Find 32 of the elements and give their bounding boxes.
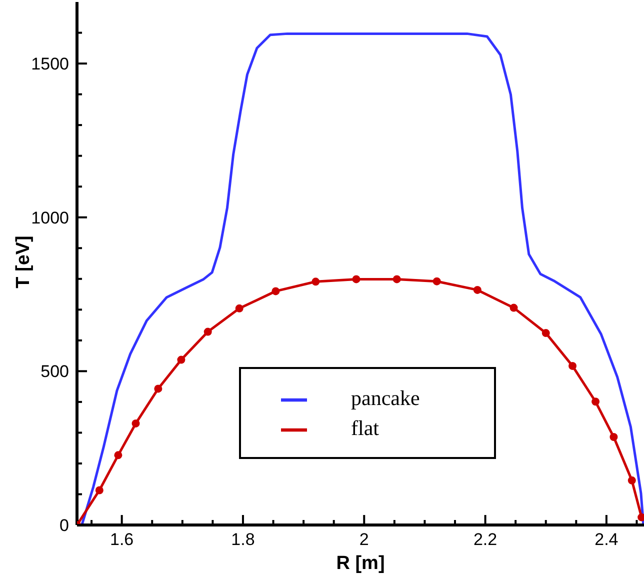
- x-tick-label: 1.6: [110, 530, 134, 549]
- point: [628, 476, 636, 484]
- point: [592, 398, 600, 406]
- point: [235, 304, 244, 312]
- point: [432, 277, 441, 286]
- x-tick-label: 2.2: [473, 530, 498, 549]
- y-tick-label: 500: [40, 362, 69, 382]
- y-tick-label: 1000: [31, 208, 69, 228]
- legend-label: flat: [351, 416, 379, 440]
- point: [352, 275, 360, 284]
- point: [132, 419, 140, 428]
- point: [95, 486, 104, 494]
- point: [392, 275, 401, 284]
- point: [473, 286, 482, 294]
- y-axis-title: T [eV]: [13, 236, 35, 288]
- point: [542, 329, 550, 338]
- x-tick-label: 1.8: [231, 530, 255, 549]
- point: [154, 384, 162, 393]
- point: [114, 451, 122, 460]
- y-tick-label: 0: [60, 516, 69, 535]
- point: [177, 356, 186, 364]
- point: [510, 304, 518, 312]
- point: [568, 362, 577, 370]
- point: [272, 287, 280, 296]
- legend-label: pancake: [351, 386, 420, 410]
- x-tick-label: 2: [359, 530, 369, 549]
- point: [312, 278, 320, 286]
- point: [204, 328, 212, 336]
- x-tick-label: 2.4: [594, 530, 618, 549]
- x-axis-title: R [m]: [336, 553, 385, 574]
- point: [610, 433, 618, 442]
- y-tick-label: 1500: [31, 54, 69, 74]
